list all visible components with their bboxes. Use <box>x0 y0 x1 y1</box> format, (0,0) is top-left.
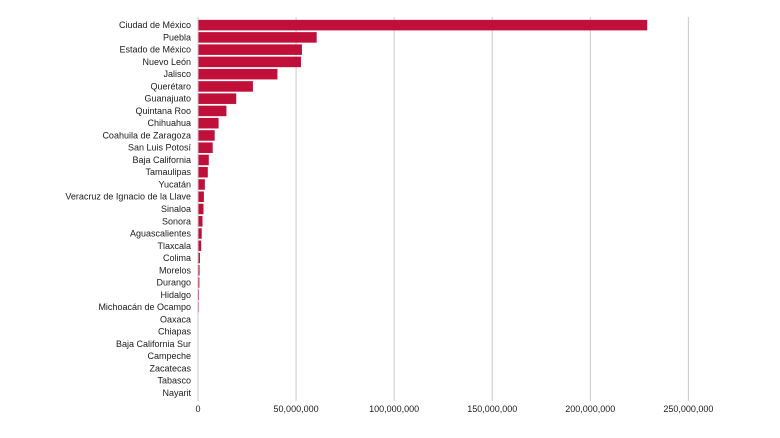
category-label: Sonora <box>162 216 191 226</box>
category-label: San Luis Potosí <box>128 143 192 153</box>
bar <box>198 32 317 43</box>
category-label: Chihuahua <box>147 118 191 128</box>
category-label: Tlaxcala <box>157 241 191 251</box>
bar <box>198 252 200 264</box>
category-label: Michoacán de Ocampo <box>98 302 191 312</box>
bar <box>198 215 203 227</box>
x-tick-label: 50,000,000 <box>274 404 319 414</box>
category-label: Hidalgo <box>160 290 191 300</box>
bar <box>198 154 209 166</box>
category-label: Morelos <box>159 265 192 275</box>
category-label: Zacatecas <box>149 363 191 373</box>
category-label: Guanajuato <box>144 94 191 104</box>
category-label: Coahuila de Zaragoza <box>102 130 191 140</box>
x-tick-label: 200,000,000 <box>565 404 615 414</box>
category-labels: Ciudad de México Puebla Estado de México Nu… <box>65 20 191 398</box>
bar <box>198 117 219 129</box>
category-label: Veracruz de Ignacio de la Llave <box>65 192 191 202</box>
bar <box>198 56 301 68</box>
bar <box>198 228 202 239</box>
category-label: Querétaro <box>150 81 191 91</box>
bar <box>198 277 200 288</box>
bars <box>198 19 648 313</box>
category-label: Tamaulipas <box>145 167 191 177</box>
category-label: Baja California <box>132 155 191 165</box>
category-label: Nayarit <box>162 388 191 398</box>
bar <box>198 105 227 117</box>
category-label: Puebla <box>163 32 191 42</box>
x-tick-label: 100,000,000 <box>369 404 419 414</box>
bar <box>198 130 215 141</box>
bar <box>198 68 278 80</box>
category-label: Campeche <box>147 351 191 361</box>
bar <box>198 93 237 104</box>
category-label: Durango <box>156 278 191 288</box>
category-label: Chiapas <box>158 327 192 337</box>
bar <box>198 19 648 31</box>
category-label: Colima <box>163 253 191 263</box>
gridlines <box>295 17 689 401</box>
x-tick-label: 250,000,000 <box>663 404 713 414</box>
category-label: Estado de México <box>119 45 191 55</box>
x-tick-labels: 0 50,000,000 100,000,000 150,000,000 200,000… <box>195 404 713 414</box>
category-label: Quintana Roo <box>135 106 191 116</box>
category-label: Baja California Sur <box>116 339 191 349</box>
bar <box>198 44 302 55</box>
bar <box>198 142 213 153</box>
category-label: Jalisco <box>163 69 191 79</box>
category-label: Yucatán <box>158 179 191 189</box>
bar <box>198 203 204 215</box>
bar <box>198 191 204 203</box>
category-label: Tabasco <box>157 376 191 386</box>
bar <box>198 179 205 190</box>
bar <box>198 81 253 92</box>
x-tick-label: 0 <box>195 404 200 414</box>
category-label: Aguascalientes <box>130 229 192 239</box>
bar <box>198 166 208 178</box>
bar <box>198 265 200 276</box>
category-label: Ciudad de México <box>119 20 191 30</box>
bar <box>198 240 202 252</box>
category-label: Sinaloa <box>161 204 191 214</box>
category-label: Oaxaca <box>160 314 191 324</box>
category-label: Nuevo León <box>142 57 191 67</box>
x-tick-label: 150,000,000 <box>467 404 517 414</box>
